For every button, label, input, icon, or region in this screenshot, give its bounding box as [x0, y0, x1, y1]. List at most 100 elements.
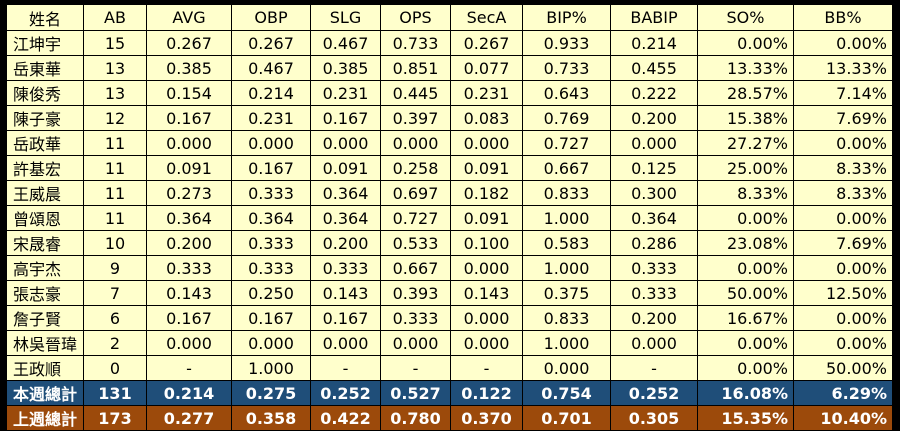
column-header-obp: OBP [231, 4, 311, 31]
column-header-bb: BB% [793, 4, 893, 31]
table-row: 林吳晉瑋 2 0.000 0.000 0.000 0.000 0.000 1.000 0.000… [6, 330, 893, 356]
stat-cell-obp: 0.333 [231, 255, 311, 281]
stat-cell-ops: 0.851 [380, 55, 451, 81]
stat-cell-ab: 13 [83, 55, 147, 81]
table-row: 陳俊秀 13 0.154 0.214 0.231 0.445 0.231 0.643 0.222… [6, 80, 893, 106]
stat-cell-babip: 0.200 [610, 105, 698, 131]
totals-cell-avg: 0.214 [146, 380, 232, 406]
stat-cell-seca: 0.000 [450, 130, 523, 156]
stat-cell-ops: 0.333 [380, 305, 451, 331]
stat-cell-slg: 0.000 [310, 130, 381, 156]
stat-cell-ab: 7 [83, 280, 147, 306]
stat-cell-seca: 0.100 [450, 230, 523, 256]
stat-cell-so: 0.00% [697, 355, 794, 381]
totals-cell-slg: 0.422 [310, 405, 381, 431]
stat-cell-slg: 0.467 [310, 30, 381, 56]
stat-cell-so: 0.00% [697, 330, 794, 356]
player-name-cell: 王威晨 [6, 180, 84, 206]
stat-cell-so: 0.00% [697, 255, 794, 281]
stat-cell-bip: 0.933 [522, 30, 611, 56]
player-name-cell: 張志豪 [6, 280, 84, 306]
stat-cell-slg: 0.091 [310, 155, 381, 181]
player-name-cell: 詹子賢 [6, 305, 84, 331]
totals-cell-ab: 173 [83, 405, 147, 431]
totals-cell-ops: 0.780 [380, 405, 451, 431]
stat-cell-babip: 0.455 [610, 55, 698, 81]
table-row: 王政順 0-1.000- - -0.000-0.00% 50.00% [6, 355, 893, 381]
stat-cell-avg: - [146, 355, 232, 381]
stat-cell-bip: 0.769 [522, 105, 611, 131]
stat-cell-avg: 0.333 [146, 255, 232, 281]
stat-cell-slg: 0.364 [310, 205, 381, 231]
stat-cell-ops: 0.393 [380, 280, 451, 306]
totals-cell-babip: 0.305 [610, 405, 698, 431]
stat-cell-bip: 0.375 [522, 280, 611, 306]
totals-cell-seca: 0.370 [450, 405, 523, 431]
stat-cell-slg: 0.231 [310, 80, 381, 106]
stat-cell-babip: 0.333 [610, 280, 698, 306]
stat-cell-slg: 0.333 [310, 255, 381, 281]
stat-cell-obp: 0.250 [231, 280, 311, 306]
stat-cell-so: 0.00% [697, 30, 794, 56]
header-row: 姓名 AB AVG OBP SLG OPS SecA BIP% BABIP SO% BB% [6, 4, 893, 31]
stat-cell-bip: 0.667 [522, 155, 611, 181]
stat-cell-ab: 11 [83, 130, 147, 156]
stat-cell-obp: 1.000 [231, 355, 311, 381]
stat-cell-bb: 0.00% [793, 30, 893, 56]
totals-cell-avg: 0.277 [146, 405, 232, 431]
stat-cell-ab: 11 [83, 180, 147, 206]
stat-cell-obp: 0.467 [231, 55, 311, 81]
stat-cell-slg: - [310, 355, 381, 381]
table-row: 江坤宇 15 0.267 0.267 0.467 0.733 0.267 0.933 0.214… [6, 30, 893, 56]
stat-cell-avg: 0.167 [146, 105, 232, 131]
player-name-cell: 陳子豪 [6, 105, 84, 131]
totals-cell-bip: 0.754 [522, 380, 611, 406]
table-row: 陳子豪 12 0.167 0.231 0.167 0.397 0.083 0.769 0.200… [6, 105, 893, 131]
stat-cell-bip: 1.000 [522, 330, 611, 356]
player-name-cell: 林吳晉瑋 [6, 330, 84, 356]
stat-cell-avg: 0.267 [146, 30, 232, 56]
table-body: 江坤宇 15 0.267 0.267 0.467 0.733 0.267 0.933 0.214… [6, 30, 893, 431]
stat-cell-seca: 0.231 [450, 80, 523, 106]
stat-cell-bip: 0.833 [522, 305, 611, 331]
stat-cell-bb: 50.00% [793, 355, 893, 381]
stat-cell-bip: 0.643 [522, 80, 611, 106]
stat-cell-obp: 0.214 [231, 80, 311, 106]
stat-cell-babip: 0.214 [610, 30, 698, 56]
stat-cell-ops: 0.697 [380, 180, 451, 206]
stat-cell-babip: 0.000 [610, 130, 698, 156]
stat-cell-babip: 0.222 [610, 80, 698, 106]
stat-cell-avg: 0.167 [146, 305, 232, 331]
stat-cell-ab: 11 [83, 155, 147, 181]
stat-cell-ops: 0.258 [380, 155, 451, 181]
stat-cell-seca: 0.000 [450, 330, 523, 356]
stat-cell-obp: 0.364 [231, 205, 311, 231]
stat-cell-so: 8.33% [697, 180, 794, 206]
player-name-cell: 岳東華 [6, 55, 84, 81]
player-name-cell: 岳政華 [6, 130, 84, 156]
stat-cell-babip: 0.286 [610, 230, 698, 256]
totals-cell-babip: 0.252 [610, 380, 698, 406]
stat-cell-obp: 0.000 [231, 330, 311, 356]
player-name-cell: 陳俊秀 [6, 80, 84, 106]
totals-label-cell: 上週總計 [6, 405, 84, 431]
totals-cell-slg: 0.252 [310, 380, 381, 406]
totals-cell-obp: 0.275 [231, 380, 311, 406]
column-header-ops: OPS [380, 4, 451, 31]
stat-cell-bb: 8.33% [793, 180, 893, 206]
stat-cell-ops: - [380, 355, 451, 381]
stat-cell-ab: 13 [83, 80, 147, 106]
stat-cell-so: 16.67% [697, 305, 794, 331]
totals-row-last-week: 上週總計 173 0.277 0.358 0.422 0.780 0.370 0.701 0.3… [6, 405, 893, 431]
stat-cell-bip: 1.000 [522, 205, 611, 231]
stat-cell-bb: 0.00% [793, 330, 893, 356]
stat-cell-ab: 2 [83, 330, 147, 356]
table-row: 王威晨 11 0.273 0.333 0.364 0.697 0.182 0.833 0.300… [6, 180, 893, 206]
stat-cell-slg: 0.364 [310, 180, 381, 206]
stat-cell-bb: 7.69% [793, 230, 893, 256]
stat-cell-seca: 0.267 [450, 30, 523, 56]
player-name-cell: 曾頌恩 [6, 205, 84, 231]
stat-cell-obp: 0.333 [231, 180, 311, 206]
stat-cell-slg: 0.167 [310, 105, 381, 131]
